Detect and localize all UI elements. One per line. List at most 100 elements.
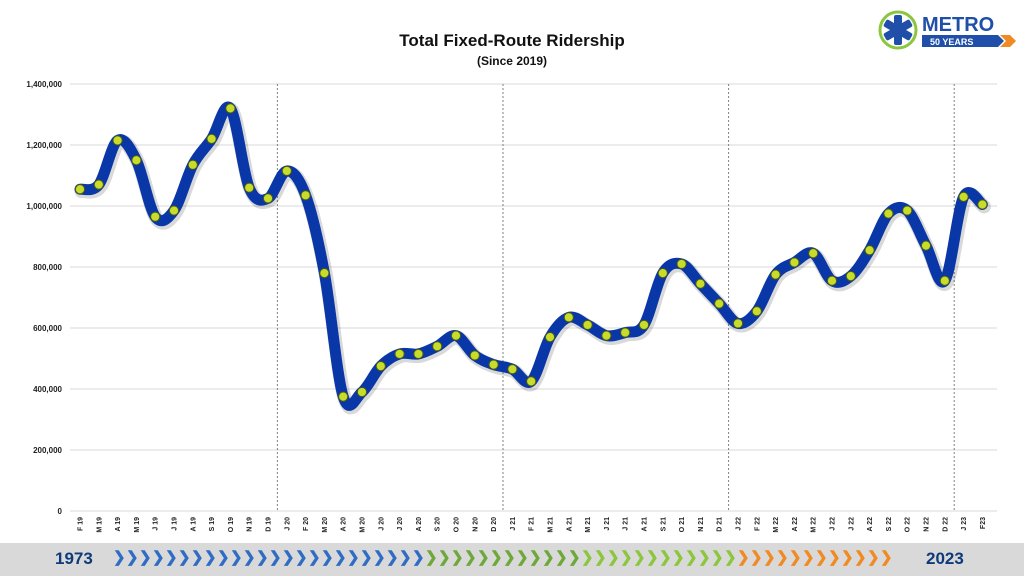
data-point [732,318,744,329]
chevron-icon: ❯ [659,549,672,566]
chevron-icon: ❯ [464,549,477,566]
x-tick-label: O 19 [228,517,235,532]
x-tick-label: F23 [980,517,987,529]
x-tick-label: F 22 [754,517,761,531]
x-tick-label: A 21 [566,517,573,532]
x-tick-label: J 19 [172,517,179,531]
x-tick-label: M 20 [322,517,329,533]
data-point [526,376,537,387]
data-point [789,257,800,268]
chevron-icon: ❯ [685,549,698,566]
x-tick-label: M 22 [773,517,780,533]
series-points [74,103,988,402]
chevron-icon: ❯ [360,549,373,566]
chevron-icon: ❯ [178,549,191,566]
x-tick-label: S 22 [886,517,893,532]
chevron-icon: ❯ [854,549,867,566]
data-point [826,275,838,286]
x-tick-label: J 21 [623,517,630,531]
chevron-icon: ❯ [620,549,633,566]
year-divider-layer [276,84,955,511]
data-point [488,359,499,370]
x-tick-label: D 22 [942,517,949,532]
x-tick-label: J 22 [736,517,743,531]
x-tick-label: A 20 [416,517,423,532]
chevron-icon: ❯ [672,549,685,566]
chevron-icon: ❯ [490,549,503,566]
chevron-icon: ❯ [438,549,451,566]
chevron-icon: ❯ [295,549,308,566]
chevron-icon: ❯ [633,549,646,566]
data-point [939,275,950,286]
data-point [168,205,180,216]
x-tick-label: A 19 [115,517,122,532]
x-tick-label: F 20 [303,517,310,531]
chevron-icon: ❯ [126,549,139,566]
x-tick-label: J 22 [848,517,855,531]
data-point [695,278,706,289]
data-point [150,211,161,222]
chevron-icon: ❯ [334,549,347,566]
x-tick-label: J 22 [830,517,837,531]
x-tick-label: A 22 [867,517,874,532]
logo-ring-icon [878,10,918,50]
x-tick-label: O 22 [905,517,912,532]
x-tick-label: M 21 [585,517,592,533]
data-point [112,135,123,146]
data-point [958,191,969,202]
chevron-icon: ❯ [139,549,152,566]
chevron-icon: ❯ [698,549,711,566]
chevron-icon: ❯ [789,549,802,566]
data-point [244,182,255,193]
y-tick-label: 200,000 [33,446,62,455]
chevron-icon: ❯ [763,549,776,566]
chevron-icon: ❯ [737,549,750,566]
y-tick-label: 0 [58,507,63,516]
data-point [507,364,518,375]
data-point [93,179,104,190]
x-tick-label: D 20 [491,517,498,532]
chevron-icon: ❯ [815,549,828,566]
chevron-icon: ❯ [451,549,464,566]
chevron-icon: ❯ [880,549,893,566]
x-tick-label: N 20 [472,517,479,532]
chevron-icon: ❯ [542,549,555,566]
chevron-icon: ❯ [113,549,126,566]
grid-layer [70,83,997,512]
x-tick-label: J 20 [397,517,404,531]
chevron-icon: ❯ [568,549,581,566]
chevron-icon: ❯ [516,549,529,566]
x-tick-label: O 20 [454,517,461,532]
x-tick-label: J 23 [961,517,968,531]
ridership-line-chart: 0 200,000 400,000 600,000 800,000 1,000,000 1,… [26,80,997,533]
data-point [638,319,650,331]
x-tick-label: F 21 [529,517,536,531]
data-point [356,386,368,398]
chevron-icon: ❯ [802,549,815,566]
chevron-icon: ❯ [841,549,854,566]
logo-tagline-banner [922,35,1004,47]
data-point [808,248,819,259]
data-point [131,155,142,166]
x-axis-ticks: F 19 M 19 A 19 M 19 J 19 J 19 A 19 S 19 O 19 N 19… [78,517,987,533]
chevron-icon: ❯ [776,549,789,566]
chevron-icon: ❯ [152,549,165,566]
logo-tagline-arrow-icon [1000,35,1016,47]
chevron-icon: ❯ [581,549,594,566]
x-tick-label: M 19 [96,517,103,533]
logo-word: METRO [922,14,994,36]
data-point [74,184,86,195]
logo-tagline: 50 YEARS [930,37,973,47]
series-line-layer [74,101,991,415]
x-tick-label: M 20 [360,517,367,533]
data-point [225,103,236,114]
data-point [601,330,612,341]
chevron-icon: ❯ [711,549,724,566]
data-point [977,199,988,210]
chevron-icon: ❯ [607,549,620,566]
chevron-icon: ❯ [425,549,438,566]
chevron-icon: ❯ [191,549,204,566]
x-tick-label: M 22 [811,517,818,533]
chevron-icon: ❯ [724,549,737,566]
chevron-icon: ❯ [386,549,399,566]
